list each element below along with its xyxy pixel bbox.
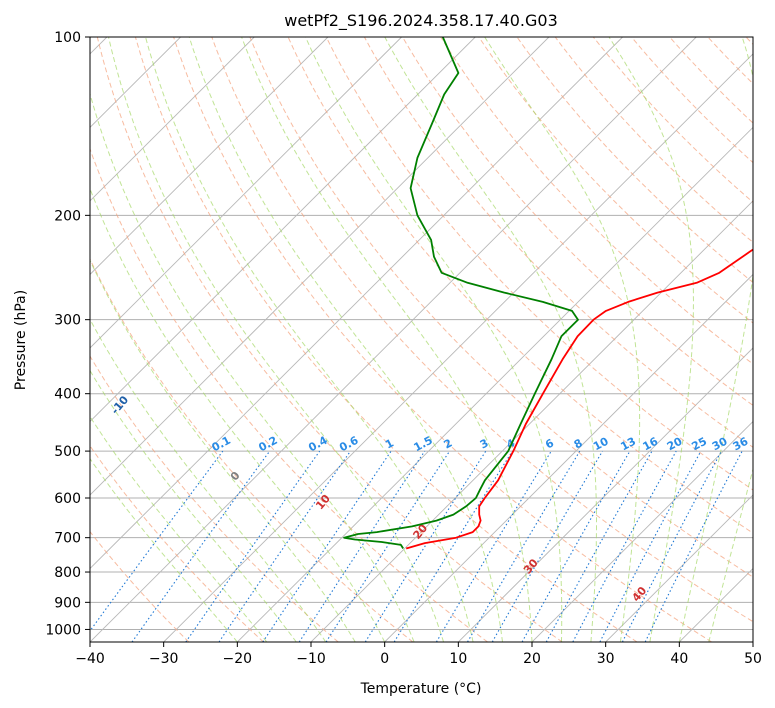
mixing-ratio-line <box>467 450 581 642</box>
temperature-profile-line <box>405 248 753 550</box>
dry-adiabat-line <box>90 258 414 642</box>
mixing-ratio-line <box>364 450 487 642</box>
dewpoint-profile-line <box>343 37 579 549</box>
isotherm-line <box>90 37 623 570</box>
x-tick-label: 40 <box>670 651 688 667</box>
moist-adiabat-line <box>90 457 238 642</box>
mixing-ratio-line <box>491 450 603 642</box>
chart-title: wetPf2_S196.2024.358.17.40.G03 <box>284 11 558 31</box>
moist-adiabat-line <box>708 467 753 642</box>
isotherm-line <box>90 37 255 202</box>
y-tick-label: 800 <box>54 565 81 581</box>
dry-adiabat-line <box>96 37 563 642</box>
y-tick-label: 1000 <box>45 622 81 638</box>
isotherm-line <box>90 37 476 423</box>
moist-adiabat-line <box>90 318 327 642</box>
dry-adiabat-line <box>173 37 712 642</box>
isobar-grid <box>90 37 753 630</box>
moist-adiabat-line <box>305 37 563 642</box>
mixing-ratio-label: 25 <box>689 435 709 454</box>
x-tick-label: −10 <box>296 651 326 667</box>
moist-adiabat-line <box>678 37 753 642</box>
moist-adiabat-line <box>90 259 356 642</box>
dry-adiabat-line <box>211 37 753 623</box>
x-tick-label: 20 <box>523 651 541 667</box>
isotherm-line <box>384 273 753 642</box>
plot-frame <box>89 36 754 643</box>
moist-adiabat-line <box>108 37 445 642</box>
y-tick-label: 600 <box>54 491 81 507</box>
plot-area: 0.10.20.40.611.52346810131620253036-100-… <box>90 37 753 642</box>
mixing-ratio-label: 10 <box>591 434 611 453</box>
y-axis-label: Pressure (hPa) <box>13 290 29 390</box>
dry-adiabat-line <box>134 37 638 642</box>
y-tick-label: 400 <box>54 387 81 403</box>
y-tick-label: 100 <box>54 30 81 46</box>
mixing-ratio-line <box>435 450 552 642</box>
mixing-ratio-line <box>325 450 451 642</box>
dry-adiabat-line <box>363 37 753 448</box>
mixing-ratio-line <box>185 450 321 642</box>
isotherm-line <box>163 53 753 642</box>
x-tick-label: 30 <box>597 651 615 667</box>
isotherm-line <box>237 126 753 642</box>
mixing-ratio-label: 13 <box>618 435 638 454</box>
dry-adiabat-line <box>402 37 753 406</box>
mixing-ratio-line <box>545 450 653 642</box>
y-tick-label: 900 <box>54 595 81 611</box>
mixing-ratio-line <box>572 450 677 642</box>
dry-adiabat-line <box>90 147 488 642</box>
moist-adiabat-line <box>90 187 386 642</box>
x-tick-label: −40 <box>75 651 105 667</box>
isotherm-line <box>90 37 697 642</box>
y-tick-label: 200 <box>54 208 81 224</box>
moist-adiabat-line <box>484 37 641 642</box>
dry-adiabat-line <box>592 37 753 203</box>
moist-adiabat-line <box>608 37 695 642</box>
mixing-ratio-label: 16 <box>641 435 661 454</box>
dry-adiabat-line <box>325 37 753 491</box>
mixing-ratio-label: 36 <box>731 435 751 454</box>
y-tick-label: 700 <box>54 531 81 547</box>
mixing-ratio-line <box>131 450 271 642</box>
dry-adiabat-line <box>249 37 753 578</box>
dry-adiabat-line <box>287 37 753 534</box>
isotherm-line <box>90 37 329 276</box>
moist-adiabat-line <box>145 37 474 642</box>
dry-adiabat-line <box>90 355 339 642</box>
isotherm-line <box>90 37 402 349</box>
y-tick-label: 300 <box>54 313 81 329</box>
profile-series <box>343 37 753 550</box>
dry-adiabat-line <box>478 37 753 324</box>
mixing-ratio-lines <box>90 450 743 642</box>
moist-adiabat-line <box>384 37 597 642</box>
x-tick-label: −30 <box>149 651 179 667</box>
moist-adiabat-line <box>188 37 503 642</box>
x-tick-label: 0 <box>380 651 389 667</box>
moist-adiabat-line <box>241 37 533 642</box>
dry-adiabat-line <box>90 530 190 642</box>
x-tick-label: 10 <box>449 651 467 667</box>
mixing-ratio-line <box>521 450 631 642</box>
mixing-ratio-label: 30 <box>710 435 730 454</box>
mixing-ratio-line <box>393 450 513 642</box>
moist-adiabats <box>90 37 753 642</box>
isotherm-line <box>90 37 550 496</box>
x-axis: −40 −30 −20 −10 0 10 20 30 40 50 <box>75 642 762 667</box>
x-tick-label: −20 <box>223 651 253 667</box>
mixing-ratio-label: 20 <box>665 434 685 453</box>
isotherm-line <box>605 494 753 642</box>
isotherm-grid <box>90 37 753 642</box>
mixing-ratio-line <box>218 450 351 642</box>
isotherm-line <box>531 420 753 642</box>
x-axis-label: Temperature (°C) <box>360 681 482 697</box>
dry-adiabat-line <box>516 37 753 284</box>
y-tick-label: 500 <box>54 444 81 460</box>
y-axis: 100 200 300 400 500 600 700 800 900 1000 <box>45 30 90 638</box>
dry-adiabats <box>90 37 753 642</box>
moist-adiabat-line <box>90 415 268 642</box>
x-tick-label: 50 <box>744 651 762 667</box>
